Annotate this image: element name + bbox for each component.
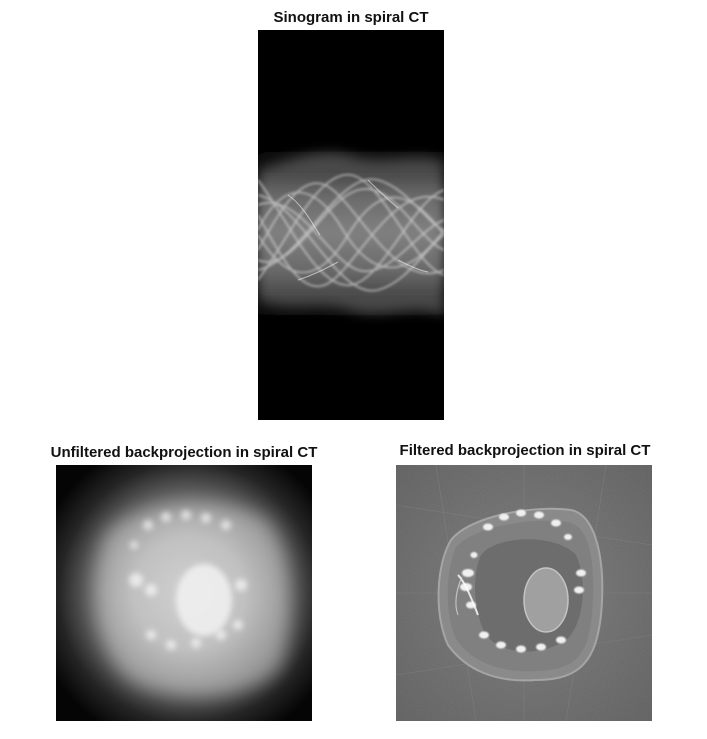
- unfiltered-image: [56, 465, 312, 721]
- sinogram-image: [258, 30, 444, 420]
- filtered-image: [396, 465, 652, 721]
- unfiltered-svg: [56, 465, 312, 721]
- filtered-svg: [396, 465, 652, 721]
- sinogram-svg: [258, 30, 444, 420]
- filtered-title: Filtered backprojection in spiral CT: [399, 442, 651, 459]
- sinogram-title: Sinogram in spiral CT: [273, 9, 429, 26]
- unfiltered-title: Unfiltered backprojection in spiral CT: [50, 444, 318, 461]
